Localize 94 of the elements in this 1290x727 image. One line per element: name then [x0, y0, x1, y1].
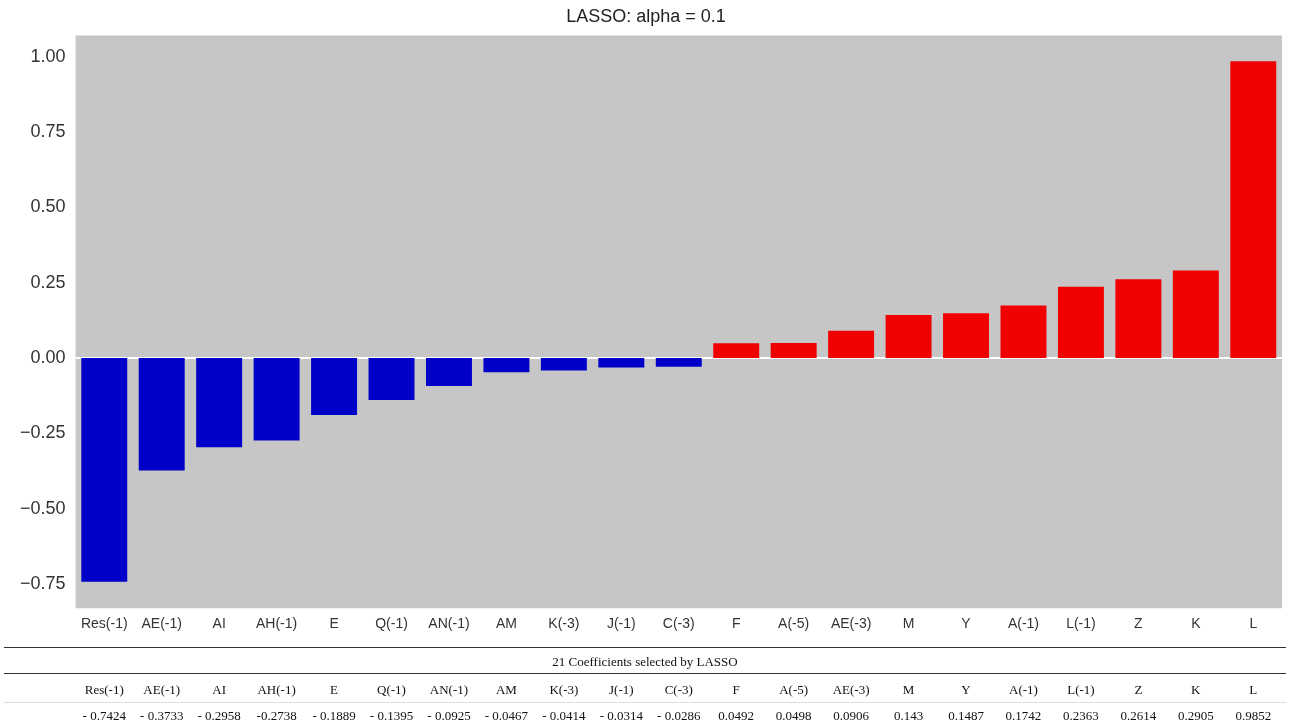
x-tick-label: C(-3): [662, 615, 695, 632]
bar: [943, 313, 989, 359]
data-label: 0.2363: [1063, 708, 1099, 724]
bar: [81, 358, 128, 582]
data-label: 0.0498: [775, 708, 812, 724]
x-tick-label: A(-5): [778, 615, 810, 632]
x-tick-label: AH(-1): [256, 615, 298, 632]
data-label: 0.9852: [1235, 708, 1272, 724]
y-tick-label: 0.25: [30, 271, 66, 292]
data-label: - 0.2958: [197, 708, 241, 724]
x-tick-label: K(-3): [548, 615, 580, 632]
bar: [368, 358, 415, 401]
category-label: A(-1): [1009, 682, 1038, 697]
data-label: 0.143: [893, 708, 924, 724]
x-tick-label: M: [902, 615, 915, 632]
x-tick-label: J(-1): [606, 615, 636, 632]
category-label: AM: [495, 682, 517, 697]
category-label: AE(-1): [143, 682, 181, 697]
x-tick-label: Res(-1): [80, 615, 128, 632]
bar: [540, 358, 587, 371]
bar: [138, 358, 185, 471]
data-label: - 0.0314: [599, 708, 643, 724]
bar: [655, 358, 702, 367]
data-label: - 0.0286: [657, 708, 701, 724]
bar: [253, 358, 300, 441]
y-tick-label: 1.00: [30, 45, 66, 66]
data-label: - 0.1395: [369, 708, 414, 724]
data-label: - 0.0414: [542, 708, 586, 724]
category-label: M: [902, 682, 915, 697]
x-tick-label: A(-1): [1007, 615, 1040, 632]
bar: [425, 358, 472, 386]
data-label: 0.2614: [1120, 708, 1157, 724]
x-tick-label: Z: [1134, 615, 1144, 632]
category-label: K: [1191, 682, 1201, 697]
x-tick-label: L(-1): [1066, 615, 1096, 632]
y-tick-label: 0.50: [30, 196, 66, 217]
bar: [311, 358, 358, 415]
text: 21 Coefficients selected by LASSO: [551, 654, 739, 670]
x-tick-label: AE(-3): [830, 615, 872, 632]
data-label: - 0.7424: [82, 708, 126, 724]
data-label: - 0.1889: [312, 708, 356, 724]
data-label: 0.2905: [1177, 708, 1214, 724]
data-label: 0.1487: [948, 708, 984, 724]
category-label: K(-3): [549, 682, 579, 697]
data-label: 0.0906: [833, 708, 869, 724]
data-label: - 0.3733: [140, 708, 184, 724]
chart-title: LASSO: alpha = 0.1: [566, 5, 726, 26]
x-tick-label: Q(-1): [375, 615, 408, 632]
category-label: L: [1249, 682, 1258, 697]
data-label: - 0.0467: [484, 708, 529, 724]
category-label: Z: [1134, 682, 1143, 697]
y-tick-label: −0.25: [20, 422, 66, 443]
category-label: AI: [212, 682, 227, 697]
category-label: AN(-1): [429, 682, 469, 697]
category-label: E: [330, 682, 339, 697]
x-tick-label: Y: [961, 615, 972, 632]
y-tick-label: 0.75: [30, 121, 66, 142]
bar: [598, 358, 645, 368]
data-label: 0.0492: [718, 708, 755, 724]
bar: [483, 358, 530, 373]
bar: [1057, 286, 1104, 359]
x-tick-label: E: [329, 615, 339, 632]
category-label: F: [732, 682, 740, 697]
data-label: - 0.0925: [427, 708, 471, 724]
category-label: L(-1): [1067, 682, 1095, 697]
x-tick-label: AI: [212, 615, 226, 632]
x-tick-label: F: [731, 615, 741, 632]
category-label: Y: [961, 682, 971, 697]
bar: [1172, 270, 1219, 359]
bar: [196, 358, 243, 448]
y-tick-label: 0.00: [30, 347, 66, 368]
bar: [770, 343, 817, 359]
category-label: C(-3): [664, 682, 693, 697]
category-label: Q(-1): [377, 682, 406, 697]
bar: [1115, 279, 1162, 359]
x-tick-label: L: [1249, 615, 1258, 632]
bar: [1230, 61, 1277, 359]
category-label: J(-1): [609, 682, 634, 697]
x-tick-label: AE(-1): [141, 615, 182, 632]
x-tick-label: AN(-1): [428, 615, 470, 632]
data-label: 0.1742: [1005, 708, 1042, 724]
y-tick-label: −0.75: [20, 573, 66, 594]
category-label: AH(-1): [257, 682, 296, 697]
category-label: A(-5): [779, 682, 809, 697]
bar: [828, 330, 875, 359]
bar: [1000, 305, 1047, 359]
x-tick-label: K: [1191, 615, 1202, 632]
bar: [713, 343, 760, 359]
bar: [885, 314, 932, 359]
y-tick-label: −0.50: [20, 497, 66, 518]
category-label: Res(-1): [84, 682, 124, 697]
category-label: AE(-3): [832, 682, 870, 697]
data-label: -0.2738: [256, 708, 297, 724]
x-tick-label: AM: [495, 615, 517, 632]
